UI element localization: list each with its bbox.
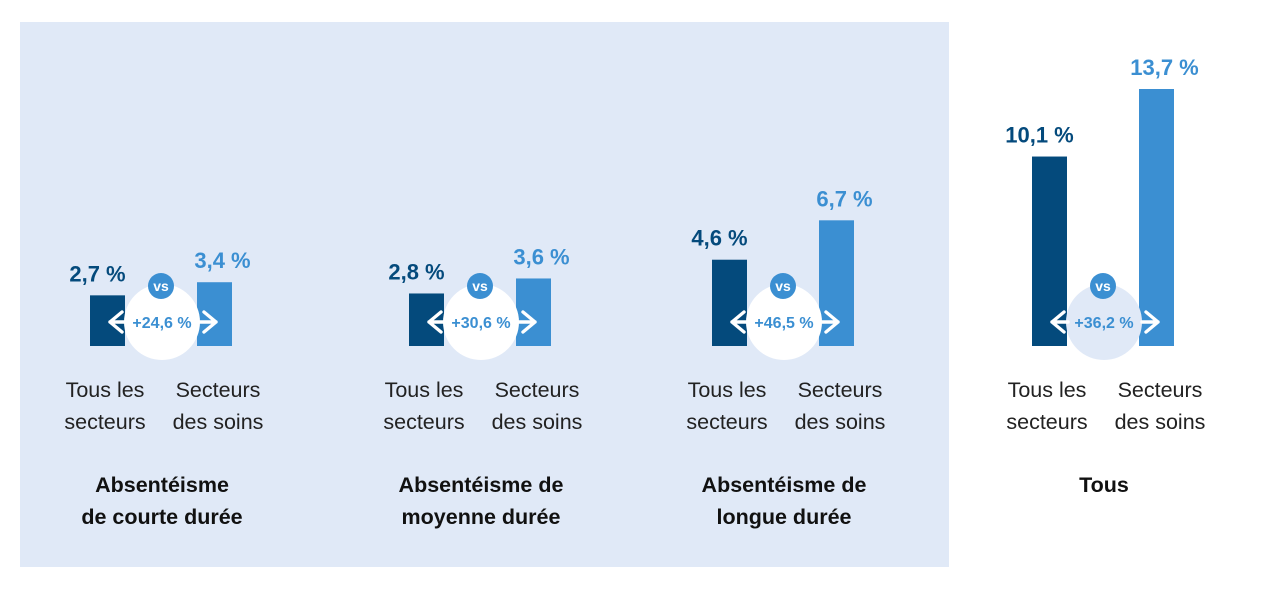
bar-secteurs-des-soins	[819, 220, 854, 346]
difference-label: +46,5 %	[754, 315, 813, 332]
bar-secteurs-des-soins	[197, 282, 232, 346]
arrow-right-icon	[820, 310, 840, 334]
difference-label: +24,6 %	[132, 315, 191, 332]
vs-label: vs	[775, 278, 791, 294]
group-title: Absentéisme de	[702, 473, 867, 497]
arrow-left-icon	[427, 310, 447, 334]
bar-tous-les-secteurs	[712, 259, 747, 346]
bar-secteurs-des-soins	[1139, 89, 1174, 346]
value-label-secteurs-des-soins: 6,7 %	[816, 186, 872, 211]
value-label-secteurs-des-soins: 3,6 %	[513, 244, 569, 269]
category-label-secteurs-des-soins: Secteurs	[798, 378, 883, 402]
difference-label: +36,2 %	[1074, 315, 1133, 332]
bar-group: 2,7 % 3,4 % +24,6 % vs Tous les secteurs Secte…	[64, 248, 263, 529]
vs-badge	[1090, 273, 1116, 299]
category-label-tous-les-secteurs: secteurs	[64, 410, 145, 434]
bar-group: 2,8 % 3,6 % +30,6 % vs Tous les secteurs Secte…	[383, 244, 582, 529]
category-label-secteurs-des-soins: des soins	[1115, 410, 1206, 434]
difference-circle	[443, 284, 519, 360]
difference-circle	[124, 284, 200, 360]
category-label-tous-les-secteurs: secteurs	[383, 410, 464, 434]
group-title: Absentéisme	[95, 473, 229, 497]
value-label-secteurs-des-soins: 3,4 %	[194, 248, 250, 273]
category-label-tous-les-secteurs: Tous les	[1008, 378, 1087, 402]
category-label-tous-les-secteurs: Tous les	[385, 378, 464, 402]
category-label-tous-les-secteurs: secteurs	[686, 410, 767, 434]
arrow-right-icon	[1140, 310, 1160, 334]
difference-label: +30,6 %	[451, 315, 510, 332]
vs-badge	[770, 273, 796, 299]
category-label-secteurs-des-soins: des soins	[492, 410, 583, 434]
bar-secteurs-des-soins	[516, 278, 551, 346]
arrow-right-icon	[198, 310, 218, 334]
bar-group: 4,6 % 6,7 % +46,5 % vs Tous les secteurs Secte…	[686, 186, 885, 529]
category-label-secteurs-des-soins: Secteurs	[1118, 378, 1203, 402]
category-label-tous-les-secteurs: Tous les	[688, 378, 767, 402]
vs-badge	[467, 273, 493, 299]
arrow-left-icon	[108, 310, 128, 334]
value-label-secteurs-des-soins: 13,7 %	[1130, 55, 1199, 80]
difference-circle	[746, 284, 822, 360]
category-label-secteurs-des-soins: Secteurs	[495, 378, 580, 402]
category-label-tous-les-secteurs: Tous les	[66, 378, 145, 402]
arrow-left-icon	[1050, 310, 1070, 334]
vs-badge	[148, 273, 174, 299]
bar-tous-les-secteurs	[409, 293, 444, 346]
group-title: Absentéisme de	[399, 473, 564, 497]
bar-tous-les-secteurs	[1032, 156, 1067, 346]
value-label-tous-les-secteurs: 2,8 %	[388, 259, 444, 284]
arrow-right-icon	[517, 310, 537, 334]
value-label-tous-les-secteurs: 10,1 %	[1005, 123, 1074, 148]
group-title: longue durée	[717, 505, 852, 529]
category-label-secteurs-des-soins: Secteurs	[176, 378, 261, 402]
vs-label: vs	[1095, 278, 1111, 294]
group-title: de courte durée	[81, 505, 242, 529]
category-label-secteurs-des-soins: des soins	[795, 410, 886, 434]
category-label-secteurs-des-soins: des soins	[173, 410, 264, 434]
group-title: Tous	[1079, 473, 1129, 497]
vs-label: vs	[153, 278, 169, 294]
bar-group: 10,1 % 13,7 % +36,2 % vs Tous les secteurs Sec…	[1005, 55, 1205, 497]
vs-label: vs	[472, 278, 488, 294]
difference-circle	[1066, 284, 1142, 360]
arrow-left-icon	[730, 310, 750, 334]
category-label-tous-les-secteurs: secteurs	[1006, 410, 1087, 434]
group-title: moyenne durée	[402, 505, 561, 529]
value-label-tous-les-secteurs: 2,7 %	[69, 261, 125, 286]
value-label-tous-les-secteurs: 4,6 %	[691, 226, 747, 251]
